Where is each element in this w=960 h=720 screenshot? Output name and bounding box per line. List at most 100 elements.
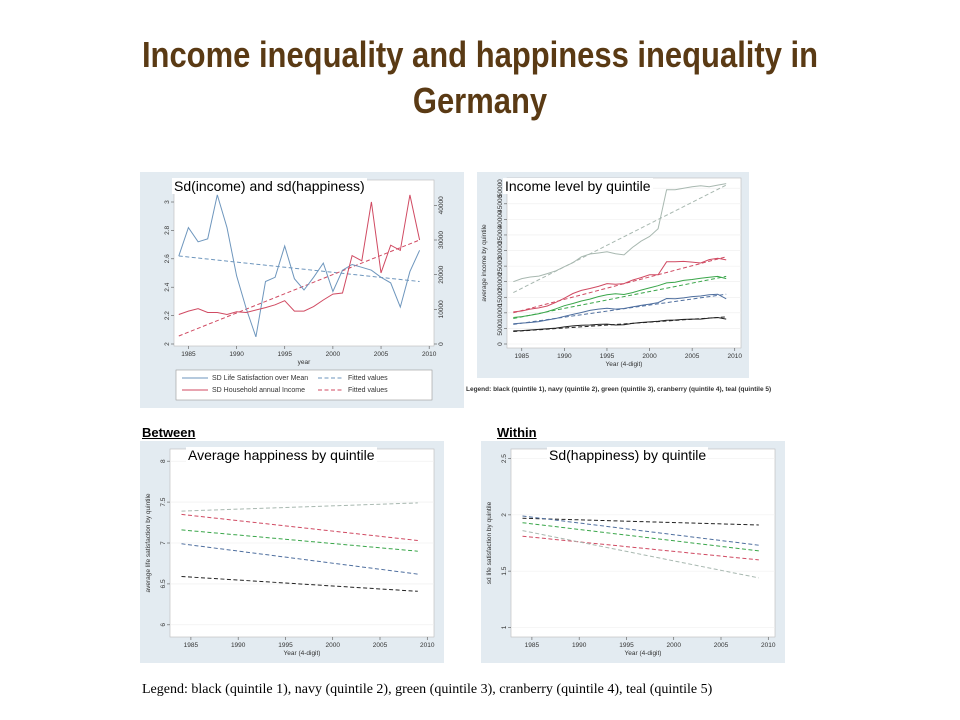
y-tick-label: 10000 — [497, 303, 504, 321]
chart-sd-happiness-svg: 1 1.5 2 2.5 1985 1990 1995 2000 2005 2010 Year (4-… — [481, 441, 785, 663]
y-tick-label: 1.5 — [501, 566, 508, 575]
slide-title-line1: Income inequality and happiness inequali… — [141, 34, 819, 75]
x-axis-label: Year (4-digit) — [606, 361, 643, 368]
series-quintile-3 — [181, 529, 418, 552]
y-tick-label: 30000 — [497, 241, 504, 259]
y-axis-label: average life satisfaction by quintile — [145, 493, 152, 592]
series-fitted-line — [178, 255, 420, 282]
series-quintile-4 — [181, 513, 418, 541]
x-tick-label: 1990 — [572, 642, 587, 649]
y-tick-label: 7 — [160, 541, 167, 545]
x-tick-label: 2005 — [714, 642, 729, 649]
y-tick-label: 2 — [501, 513, 508, 517]
series-quintile-1 — [513, 316, 727, 332]
series-quintile-2 — [522, 515, 759, 546]
x-tick-label: 1985 — [181, 351, 196, 358]
slide-title-line2: Germany — [412, 80, 548, 121]
x-tick-label: 2005 — [685, 353, 700, 360]
series-quintile-1 — [181, 576, 418, 592]
plot-area — [510, 448, 776, 638]
y-right-tick-label: 30000 — [438, 231, 445, 249]
x-tick-label: 2000 — [325, 642, 340, 649]
legend-small: Legend: black (quintile 1), navy (quinti… — [466, 386, 772, 393]
chart-average-happiness: 6 6.5 7 7.5 8 1985 1990 1995 2000 2005 2010 Year (4… — [140, 441, 444, 663]
y-tick-label: 25000 — [497, 257, 504, 275]
chart-income-level: 0 5000 10000 15000 20000 25000 30000 35000 40000… — [477, 172, 749, 378]
plot-area — [173, 179, 435, 347]
series-quintile-2 — [513, 293, 727, 325]
chart-title: Sd(happiness) by quintile — [547, 447, 709, 463]
legend-box — [175, 369, 433, 401]
x-tick-label: 2010 — [420, 642, 435, 649]
series-fit-quintile-5 — [513, 184, 727, 294]
y-tick-label: 1 — [501, 625, 508, 629]
x-tick-label: 2000 — [326, 351, 341, 358]
plot-area — [506, 177, 742, 349]
x-tick-label: 1995 — [278, 351, 293, 358]
y-tick-label: 50000 — [497, 179, 504, 197]
x-tick-label: 1990 — [231, 642, 246, 649]
x-axis-label: Year (4-digit) — [284, 650, 321, 657]
chart-sd-income-happiness-svg: 2 2.2 2.4 2.6 2.8 3 0 10000 20000 30000 40000 1985 1… — [140, 172, 464, 408]
series-quintile-5 — [513, 183, 727, 283]
x-tick-label: 1985 — [525, 642, 540, 649]
y-right-tick-label: 20000 — [438, 265, 445, 283]
x-tick-label: 1985 — [184, 642, 199, 649]
series-fitted-line — [178, 239, 420, 337]
x-tick-label: 2005 — [374, 351, 389, 358]
x-tick-label: 1990 — [557, 353, 572, 360]
series-quintile-5 — [181, 502, 418, 512]
slide-title: Income inequality and happiness inequali… — [119, 32, 841, 124]
chart-title: Sd(income) and sd(happiness) — [172, 178, 367, 194]
x-tick-label: 2010 — [728, 353, 743, 360]
x-tick-label: 1990 — [229, 351, 244, 358]
series-quintile-5 — [522, 530, 759, 579]
y-tick-label: 2.6 — [164, 254, 171, 263]
y-tick-label: 40000 — [497, 210, 504, 228]
x-tick-label: 2000 — [666, 642, 681, 649]
y-tick-label: 5000 — [497, 321, 504, 336]
y-tick-label: 7.5 — [160, 497, 167, 506]
y-tick-label: 2.8 — [164, 226, 171, 235]
y-right-tick-label: 40000 — [438, 196, 445, 214]
x-tick-label: 2000 — [642, 353, 657, 360]
y-tick-label: 0 — [497, 342, 504, 346]
chart-title: Average happiness by quintile — [186, 447, 377, 463]
y-right-tick-label: 0 — [438, 342, 445, 346]
legend-entry: SD Life Satisfaction over Mean — [212, 375, 308, 382]
chart-title: Income level by quintile — [503, 178, 653, 194]
y-tick-label: 6 — [160, 623, 167, 627]
series-quintile-4 — [513, 257, 727, 313]
x-tick-label: 1995 — [619, 642, 634, 649]
series-quintile-1 — [522, 517, 759, 526]
series-sd-life-satisfaction — [178, 194, 421, 338]
y-tick-label: 3 — [164, 200, 171, 204]
x-tick-label: 1985 — [515, 353, 530, 360]
chart-income-level-svg: 0 500010000150002000025000300003500040000… — [477, 172, 749, 378]
x-tick-label: 2010 — [422, 351, 437, 358]
y-tick-label: 20000 — [497, 272, 504, 290]
series-quintile-3 — [522, 522, 759, 552]
y-tick-label: 35000 — [497, 226, 504, 244]
y-tick-label: 45000 — [497, 194, 504, 212]
series-quintile-3 — [513, 275, 727, 318]
y-axis-label: sd life satisfaction by quintile — [486, 501, 493, 584]
x-axis-label: year — [298, 359, 311, 366]
y-axis-label: average income by quintile — [481, 224, 488, 302]
legend-entry: SD Household annual Income — [212, 387, 305, 394]
y-tick-label: 2.4 — [164, 282, 171, 291]
x-tick-label: 2005 — [373, 642, 388, 649]
legend-entry: Fitted values — [348, 387, 388, 394]
section-between: Between — [142, 425, 196, 440]
y-tick-label: 2 — [164, 342, 171, 346]
x-tick-label: 1995 — [278, 642, 293, 649]
y-tick-label: 2.5 — [501, 454, 508, 463]
section-within: Within — [497, 425, 537, 440]
y-tick-label: 2.2 — [164, 311, 171, 320]
series-quintile-2 — [181, 543, 418, 575]
legend-bottom: Legend: black (quintile 1), navy (quinti… — [142, 682, 713, 697]
chart-average-happiness-svg: 6 6.5 7 7.5 8 1985 1990 1995 2000 2005 2010 Year (4… — [140, 441, 444, 663]
chart-sd-happiness: 1 1.5 2 2.5 1985 1990 1995 2000 2005 2010 Year (4-… — [481, 441, 785, 663]
legend-entry: Fitted values — [348, 375, 388, 382]
y-right-tick-label: 10000 — [438, 300, 445, 318]
